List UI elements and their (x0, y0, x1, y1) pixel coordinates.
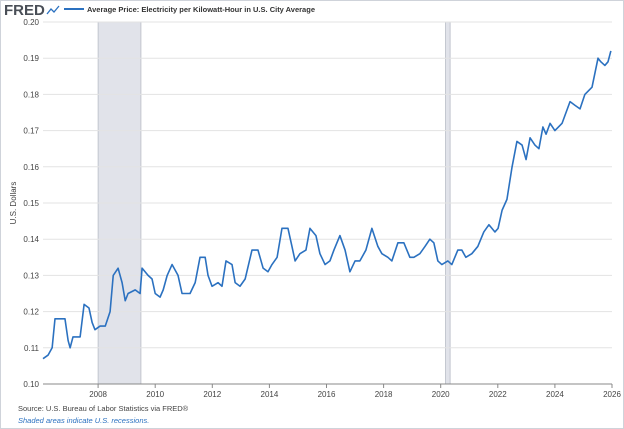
y-tick-label: 0.11 (24, 344, 40, 353)
logo-icon (46, 5, 60, 15)
y-tick-label: 0.16 (23, 163, 39, 172)
series-line (42, 50, 612, 360)
y-tick-label: 0.20 (23, 18, 39, 27)
x-tick-label: 2008 (89, 390, 107, 399)
y-tick-label: 0.19 (23, 54, 39, 63)
y-tick-label: 0.13 (23, 271, 39, 280)
x-tick-label: 2022 (489, 390, 507, 399)
y-axis-label: U.S. Dollars (9, 182, 18, 225)
x-tick-label: 2020 (432, 390, 450, 399)
x-tick-label: 2012 (203, 390, 221, 399)
x-tick-label: 2024 (546, 390, 564, 399)
y-tick-label: 0.12 (23, 308, 39, 317)
y-tick-label: 0.15 (23, 199, 39, 208)
logo[interactable]: FRED (4, 2, 45, 19)
x-tick-label: 2026 (603, 390, 621, 399)
y-tick-label: 0.18 (23, 90, 39, 99)
source: Source: U.S. Bureau of Labor Statistics … (18, 404, 189, 413)
x-tick-label: 2010 (146, 390, 164, 399)
y-tick-label: 0.10 (23, 380, 39, 389)
x-tick-label: 2016 (318, 390, 336, 399)
x-tick-label: 2014 (261, 390, 279, 399)
x-tick-label: 2018 (375, 390, 393, 399)
legend-label: Average Price: Electricity per Kilowatt-… (87, 5, 315, 14)
y-tick-label: 0.14 (23, 235, 39, 244)
y-tick-label: 0.17 (23, 127, 39, 136)
recession-note: Shaded areas indicate U.S. recessions. (18, 416, 149, 425)
